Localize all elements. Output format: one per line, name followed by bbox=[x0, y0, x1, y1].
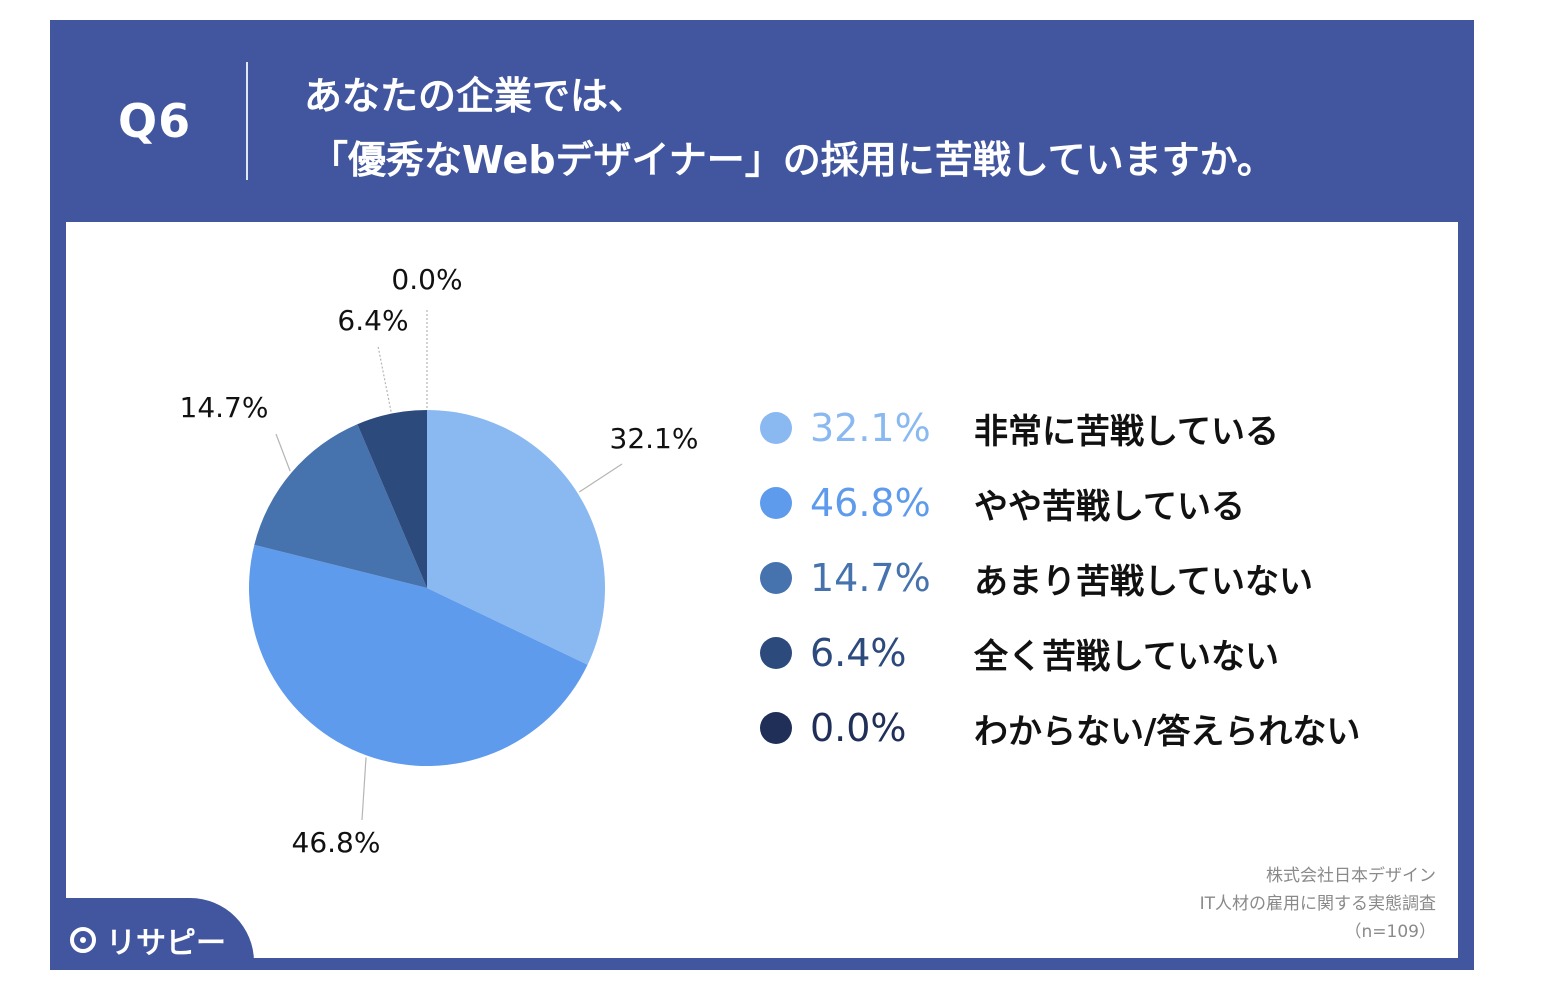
legend-item-1: 32.1% 非常に苦戦している bbox=[760, 398, 1279, 458]
leader-line-2 bbox=[361, 757, 367, 821]
brand-pin-icon bbox=[70, 927, 96, 953]
source-line-2: IT人材の雇用に関する実態調査 bbox=[1199, 894, 1436, 914]
legend-label-4: 全く苦戦していない bbox=[974, 636, 1279, 677]
chart-card: Q6 あなたの企業では、 「優秀なWebデザイナー」の採用に苦戦していますか。 … bbox=[50, 20, 1474, 970]
brand-name: リサピー bbox=[106, 926, 226, 961]
legend-value-2: 46.8% bbox=[810, 481, 931, 525]
legend-value-3: 14.7% bbox=[810, 556, 931, 600]
legend-value-5: 0.0% bbox=[810, 706, 907, 750]
pie-slice-1 bbox=[427, 410, 605, 665]
pie-slice-2 bbox=[249, 544, 588, 766]
slice-label-1: 32.1% bbox=[610, 422, 699, 455]
slice-label-5: 0.0% bbox=[391, 263, 462, 296]
source-note: 株式会社日本デザイン IT人材の雇用に関する実態調査 （n=109） bbox=[1200, 862, 1436, 946]
legend-item-4: 6.4% 全く苦戦していない bbox=[760, 623, 1279, 683]
legend-item-2: 46.8% やや苦戦している bbox=[760, 473, 1245, 533]
legend-marker-1 bbox=[760, 412, 792, 444]
legend-label-5: わからない/答えられない bbox=[974, 711, 1361, 752]
legend-label-3: あまり苦戦していない bbox=[974, 561, 1313, 602]
leader-line-4 bbox=[377, 345, 392, 412]
title-line-2: 「優秀なWebデザイナー」の採用に苦戦していますか。 bbox=[310, 138, 1275, 182]
brand-tab: リサピー bbox=[50, 898, 254, 970]
slice-label-3: 14.7% bbox=[180, 391, 269, 424]
source-line-3: （n=109） bbox=[1344, 922, 1436, 942]
slice-label-2: 46.8% bbox=[292, 826, 381, 859]
pie-slice-4 bbox=[357, 410, 427, 588]
legend-marker-2 bbox=[760, 487, 792, 519]
legend-value-1: 32.1% bbox=[810, 406, 931, 450]
legend-marker-3 bbox=[760, 562, 792, 594]
source-line-1: 株式会社日本デザイン bbox=[1266, 866, 1436, 886]
chart-title: あなたの企業では、 「優秀なWebデザイナー」の採用に苦戦していますか。 bbox=[304, 64, 1275, 192]
question-number: Q6 bbox=[118, 94, 192, 148]
legend-marker-5 bbox=[760, 712, 792, 744]
legend-value-4: 6.4% bbox=[810, 631, 907, 675]
leader-line-1 bbox=[578, 463, 623, 493]
pie-slice-3 bbox=[254, 424, 427, 588]
brand-logo: リサピー bbox=[70, 918, 226, 962]
slice-label-4: 6.4% bbox=[337, 304, 408, 337]
title-line-1: あなたの企業では、 bbox=[304, 74, 647, 118]
legend-item-5: 0.0% わからない/答えられない bbox=[760, 698, 1360, 758]
header-divider bbox=[246, 62, 248, 180]
chart-panel: 32.1% 46.8% 14.7% 6.4% 0.0% 32.1% 非常に苦戦している 46… bbox=[66, 222, 1458, 958]
legend-label-1: 非常に苦戦している bbox=[974, 411, 1279, 452]
legend-marker-4 bbox=[760, 637, 792, 669]
legend-label-2: やや苦戦している bbox=[974, 486, 1245, 527]
pie-chart: 32.1% 46.8% 14.7% 6.4% 0.0% bbox=[180, 263, 699, 859]
legend-item-3: 14.7% あまり苦戦していない bbox=[760, 548, 1313, 608]
leader-line-3 bbox=[275, 433, 291, 472]
